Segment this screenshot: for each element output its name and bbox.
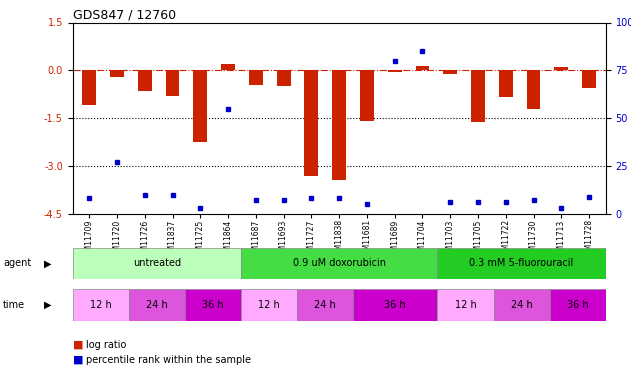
Bar [388, 70, 402, 72]
Bar [304, 70, 318, 176]
Text: 0.9 uM doxorubicin: 0.9 uM doxorubicin [293, 258, 386, 268]
Bar [221, 64, 235, 70]
Bar [241, 289, 297, 321]
Bar [527, 70, 541, 109]
Text: ■: ■ [73, 340, 83, 350]
Bar [416, 66, 430, 70]
Text: GDS847 / 12760: GDS847 / 12760 [73, 8, 175, 21]
Bar [241, 248, 437, 279]
Text: untreated: untreated [133, 258, 181, 268]
Text: ■: ■ [73, 355, 83, 365]
Bar [550, 289, 606, 321]
Text: 12 h: 12 h [90, 300, 112, 310]
Bar [110, 70, 124, 77]
Bar [332, 70, 346, 180]
Bar [193, 70, 207, 142]
Bar [437, 248, 606, 279]
Bar [499, 70, 513, 98]
Text: 36 h: 36 h [384, 300, 406, 310]
Bar [249, 70, 262, 85]
Bar [353, 289, 437, 321]
Bar [555, 67, 569, 70]
Text: 24 h: 24 h [510, 300, 533, 310]
Bar [582, 70, 596, 88]
Bar [444, 70, 457, 74]
Bar [185, 289, 241, 321]
Text: 36 h: 36 h [202, 300, 224, 310]
Text: percentile rank within the sample: percentile rank within the sample [86, 355, 251, 365]
Bar [360, 70, 374, 122]
Bar [471, 70, 485, 122]
Bar [73, 289, 129, 321]
Text: ▶: ▶ [44, 300, 51, 310]
Text: 24 h: 24 h [146, 300, 168, 310]
Bar [82, 70, 96, 105]
Bar [493, 289, 550, 321]
Text: ▶: ▶ [44, 258, 51, 268]
Bar [73, 248, 241, 279]
Text: log ratio: log ratio [86, 340, 127, 350]
Bar [437, 289, 493, 321]
Bar [276, 70, 290, 86]
Text: 24 h: 24 h [314, 300, 336, 310]
Text: 36 h: 36 h [567, 300, 589, 310]
Text: 0.3 mM 5-fluorouracil: 0.3 mM 5-fluorouracil [469, 258, 574, 268]
Bar [138, 70, 151, 91]
Bar [165, 70, 179, 96]
Text: time: time [3, 300, 25, 310]
Bar [129, 289, 185, 321]
Bar [297, 289, 353, 321]
Text: agent: agent [3, 258, 32, 268]
Text: 12 h: 12 h [454, 300, 476, 310]
Text: 12 h: 12 h [258, 300, 280, 310]
